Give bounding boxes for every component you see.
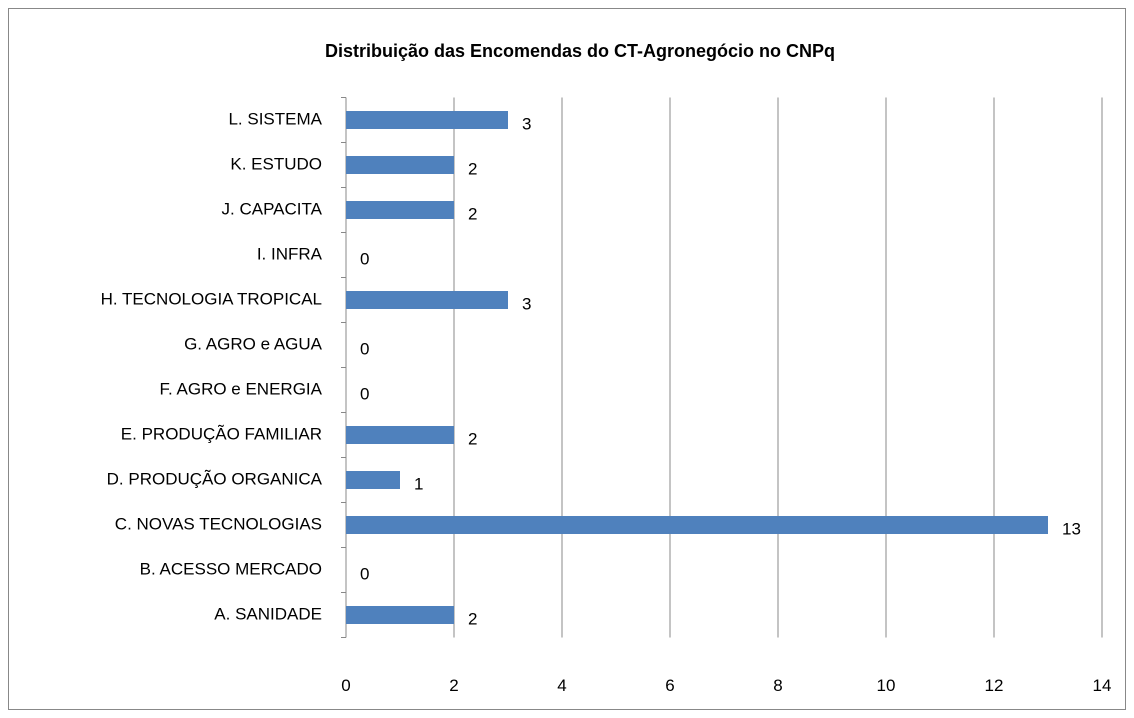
x-tick-label: 8 xyxy=(773,676,782,695)
y-tick-label: H. TECNOLOGIA TROPICAL xyxy=(101,289,322,308)
y-tick-label: F. AGRO e ENERGIA xyxy=(160,379,323,398)
y-tick-label: A. SANIDADE xyxy=(214,604,322,623)
y-tick-label: L. SISTEMA xyxy=(228,109,322,128)
y-tick-label: E. PRODUÇÃO FAMILIAR xyxy=(121,424,322,443)
chart-title: Distribuição das Encomendas do CT-Agrone… xyxy=(325,41,835,61)
y-tick-label: D. PRODUÇÃO ORGANICA xyxy=(107,469,323,488)
value-label: 3 xyxy=(522,114,531,133)
x-tick-label: 2 xyxy=(449,676,458,695)
bar xyxy=(346,291,508,309)
value-label: 0 xyxy=(360,339,369,358)
x-tick-label: 0 xyxy=(341,676,350,695)
y-tick-label: B. ACESSO MERCADO xyxy=(140,559,322,578)
chart-border xyxy=(8,8,1126,710)
x-tick-label: 6 xyxy=(665,676,674,695)
value-label: 0 xyxy=(360,249,369,268)
bar xyxy=(346,471,400,489)
value-label: 0 xyxy=(360,564,369,583)
y-tick-label: G. AGRO e AGUA xyxy=(184,334,323,353)
value-label: 0 xyxy=(360,384,369,403)
value-label: 2 xyxy=(468,429,477,448)
x-tick-label: 4 xyxy=(557,676,566,695)
x-tick-label: 14 xyxy=(1093,676,1112,695)
y-tick-label: I. INFRA xyxy=(257,244,323,263)
bar xyxy=(346,156,454,174)
x-tick-label: 10 xyxy=(877,676,896,695)
x-tick-label: 12 xyxy=(985,676,1004,695)
value-label: 2 xyxy=(468,159,477,178)
bar xyxy=(346,111,508,129)
bar xyxy=(346,606,454,624)
bar xyxy=(346,201,454,219)
value-label: 3 xyxy=(522,294,531,313)
y-tick-label: C. NOVAS TECNOLOGIAS xyxy=(115,514,322,533)
value-label: 2 xyxy=(468,609,477,628)
value-label: 13 xyxy=(1062,519,1081,538)
value-label: 1 xyxy=(414,474,423,493)
bar xyxy=(346,516,1048,534)
bar xyxy=(346,426,454,444)
value-label: 2 xyxy=(468,204,477,223)
y-tick-label: J. CAPACITA xyxy=(222,199,323,218)
y-tick-label: K. ESTUDO xyxy=(230,154,322,173)
